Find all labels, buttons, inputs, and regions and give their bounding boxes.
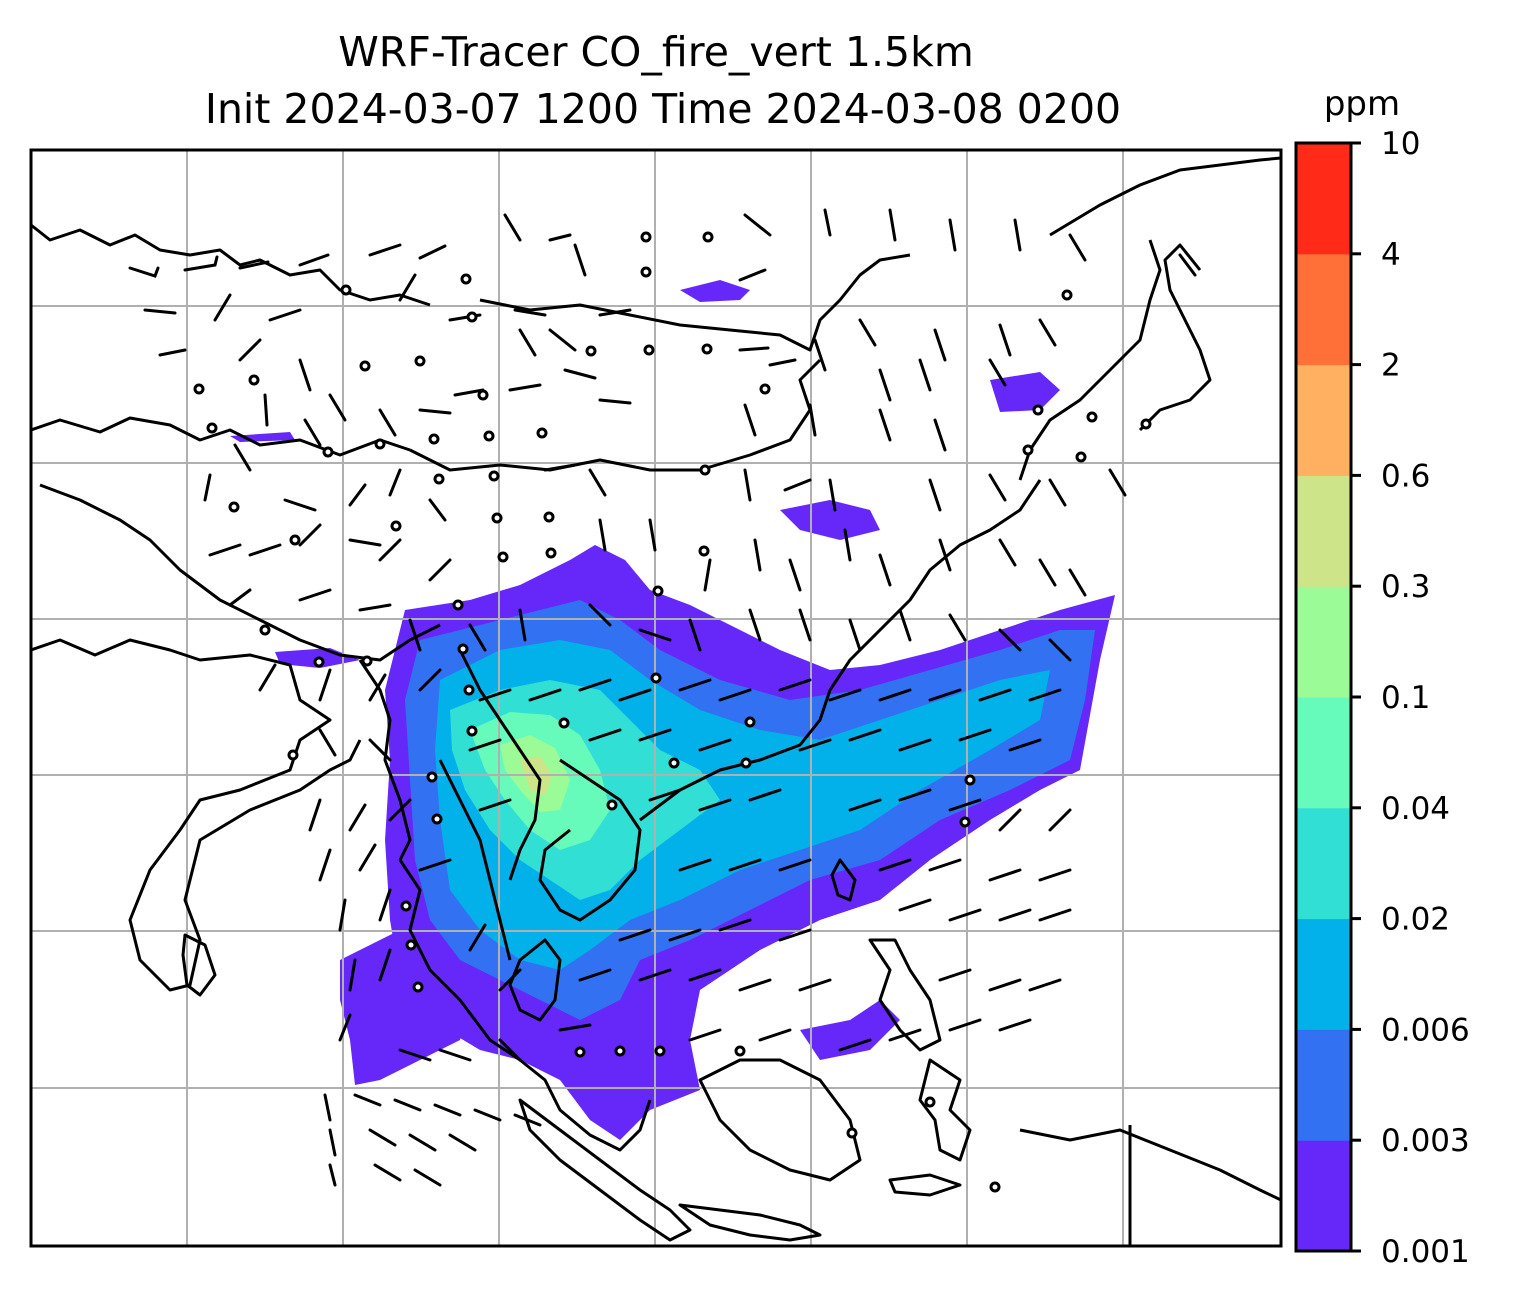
colorbar-bin [1296,1140,1351,1252]
colorbar-bin [1296,253,1351,366]
coast-west-asia [31,223,431,307]
colorbar-bin [1296,475,1351,587]
colorbar-tick-label: 0.001 [1381,1234,1470,1270]
coast-sumatra [518,1098,692,1242]
coast-india [31,638,362,992]
coast-new-guinea [1019,1125,1281,1246]
border-himalaya [39,483,441,662]
colorbar-ticks: 0.001 0.003 0.006 0.02 0.04 0.1 0.3 0.6 2 4 10 [1351,126,1470,1270]
border-myanmar [358,659,412,861]
plume-south-lobe [340,930,470,1085]
coast-east-siberia [1049,156,1281,237]
coast-gulf-of-thailand [508,938,562,1022]
coast-taiwan [830,858,857,902]
border-laos [458,649,542,881]
colorbar-bin [1296,143,1351,255]
border-central-asia [31,416,411,457]
concentration-field [230,280,1115,1140]
plume-philippines [800,1000,900,1060]
colorbar-tick-label: 4 [1381,237,1401,273]
colorbar-tick-label: 0.1 [1381,680,1430,716]
colorbar-bin [1296,697,1351,809]
coast-japan [1138,243,1212,432]
coast-vietnam [538,758,642,922]
colorbar-bin [1296,807,1351,920]
plume-mongolia [680,280,750,302]
colorbar: ppm 0.001 0.003 0.006 0.02 0.04 0.1 0.3 0.6 2 4 10 [1294,84,1470,1270]
wind-barbs [128,208,1197,1187]
coast-korea [1018,239,1162,481]
coast-java [678,1203,822,1242]
colorbar-bin [1296,1029,1351,1141]
map-title-line1: WRF-Tracer CO_fire_vert 1.5km [338,28,974,76]
colorbar-tick-label: 2 [1381,348,1401,384]
colorbar-tick-label: 0.006 [1381,1012,1470,1048]
border-thailand [438,759,512,961]
coast-mongolia-china [479,253,911,352]
colorbar-tick-label: 0.003 [1381,1123,1470,1159]
colorbar-tick-label: 0.3 [1381,569,1430,605]
plume-taiwan [780,500,880,540]
map-title-line2: Init 2024-03-07 1200 Time 2024-03-08 020… [205,85,1121,133]
coast-sri-lanka [181,933,217,997]
border-china-inner [409,358,822,472]
coastlines [31,156,1281,1246]
coast-sulawesi [918,1058,972,1162]
colorbar-tick-label: 0.6 [1381,458,1430,494]
calm-wind-markers [193,231,1152,1193]
coast-philippines [868,938,942,1052]
colorbar-unit: ppm [1324,84,1400,124]
colorbar-tick-label: 0.02 [1381,902,1450,938]
coast-china-south [639,479,1042,822]
colorbar-bin [1296,918,1351,1030]
colorbar-bins [1296,143,1351,1252]
plume-korea [990,372,1060,412]
coast-timor [888,1173,962,1197]
colorbar-tick-label: 0.04 [1381,791,1450,827]
colorbar-bin [1296,364,1351,476]
gridlines [31,150,1281,1246]
colorbar-bin [1296,586,1351,698]
map-panel [31,150,1281,1246]
map-frame [29,148,1283,1248]
coast-borneo [698,1058,862,1182]
colorbar-tick-label: 10 [1381,126,1420,162]
